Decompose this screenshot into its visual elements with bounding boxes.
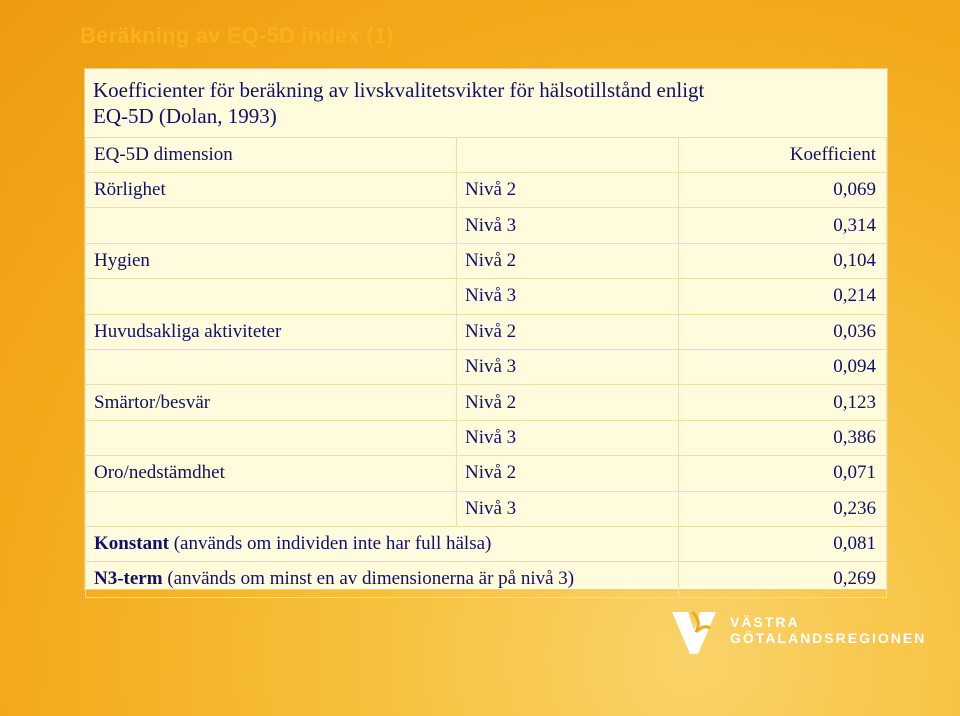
row-level: Nivå 2 xyxy=(455,313,679,350)
coefficient-panel: Koefficienter för beräkning av livskvali… xyxy=(84,68,888,598)
row-coefficient: 0,069 xyxy=(677,171,888,209)
row-coefficient: 0,036 xyxy=(677,313,888,350)
row-level: Nivå 3 xyxy=(455,490,679,527)
header-dimension: EQ-5D dimension xyxy=(85,137,457,173)
table-row: Nivå 3 0,214 xyxy=(85,278,888,315)
table-row: Nivå 3 0,094 xyxy=(85,348,888,386)
row-dimension: Smärtor/besvär xyxy=(85,384,457,421)
table-row: Nivå 3 0,236 xyxy=(85,490,888,527)
table-row: Rörlighet Nivå 2 0,069 xyxy=(85,171,888,209)
row-coefficient: 0,214 xyxy=(677,278,888,315)
row-dimension: Oro/nedstämdhet xyxy=(85,455,457,492)
row-coefficient: 0,314 xyxy=(677,207,888,244)
row-level: Nivå 3 xyxy=(455,278,679,315)
n3term-label: N3-term (används om minst en av dimensio… xyxy=(85,561,679,598)
logo-line-2: GÖTALANDSREGIONEN xyxy=(730,630,927,646)
caption-line-2: EQ-5D (Dolan, 1993) xyxy=(93,104,277,128)
n3term-coefficient: 0,269 xyxy=(677,561,888,598)
row-dimension xyxy=(85,278,457,315)
row-coefficient: 0,236 xyxy=(677,490,888,527)
row-coefficient: 0,071 xyxy=(677,455,888,492)
n3term-term: N3-term xyxy=(94,568,163,590)
header-level xyxy=(455,137,679,173)
row-level: Nivå 3 xyxy=(455,419,679,457)
coefficient-table: EQ-5D dimension Koefficient Rörlighet Ni… xyxy=(85,137,888,598)
row-dimension: Huvudsakliga aktiviteter xyxy=(85,313,457,350)
row-coefficient: 0,104 xyxy=(677,242,888,280)
row-level: Nivå 2 xyxy=(455,171,679,209)
row-dimension xyxy=(85,419,457,457)
konstant-description: (används om individen inte har full häls… xyxy=(168,533,492,555)
n3term-row: N3-term (används om minst en av dimensio… xyxy=(85,561,888,598)
table-header-row: EQ-5D dimension Koefficient xyxy=(85,137,888,173)
logo-line-1: VÄSTRA xyxy=(730,614,800,630)
row-level: Nivå 2 xyxy=(455,242,679,280)
table-caption: Koefficienter för beräkning av livskvali… xyxy=(93,77,873,129)
row-dimension xyxy=(85,490,457,527)
row-dimension xyxy=(85,348,457,386)
row-level: Nivå 2 xyxy=(455,384,679,421)
table-row: Hygien Nivå 2 0,104 xyxy=(85,242,888,280)
row-level: Nivå 3 xyxy=(455,207,679,244)
caption-line-1: Koefficienter för beräkning av livskvali… xyxy=(93,78,705,102)
table-row: Huvudsakliga aktiviteter Nivå 2 0,036 xyxy=(85,313,888,350)
row-dimension: Hygien xyxy=(85,242,457,280)
row-dimension xyxy=(85,207,457,244)
konstant-label: Konstant (används om individen inte har … xyxy=(85,525,679,563)
konstant-row: Konstant (används om individen inte har … xyxy=(85,525,888,563)
konstant-coefficient: 0,081 xyxy=(677,525,888,563)
table-row: Nivå 3 0,386 xyxy=(85,419,888,457)
slide-title: Beräkning av EQ-5D index (1) xyxy=(80,23,394,48)
header-coefficient: Koefficient xyxy=(677,137,888,173)
row-coefficient: 0,386 xyxy=(677,419,888,457)
table-row: Nivå 3 0,314 xyxy=(85,207,888,244)
row-coefficient: 0,094 xyxy=(677,348,888,386)
row-level: Nivå 3 xyxy=(455,348,679,386)
vastra-gotalandsregionen-logo-icon xyxy=(672,610,716,654)
konstant-term: Konstant xyxy=(94,533,169,555)
row-dimension: Rörlighet xyxy=(85,171,457,209)
table-row: Smärtor/besvär Nivå 2 0,123 xyxy=(85,384,888,421)
logo-text: VÄSTRA GÖTALANDSREGIONEN xyxy=(730,614,926,646)
row-coefficient: 0,123 xyxy=(677,384,888,421)
n3term-description: (används om minst en av dimensionerna är… xyxy=(162,568,575,590)
row-level: Nivå 2 xyxy=(455,455,679,492)
table-row: Oro/nedstämdhet Nivå 2 0,071 xyxy=(85,455,888,492)
